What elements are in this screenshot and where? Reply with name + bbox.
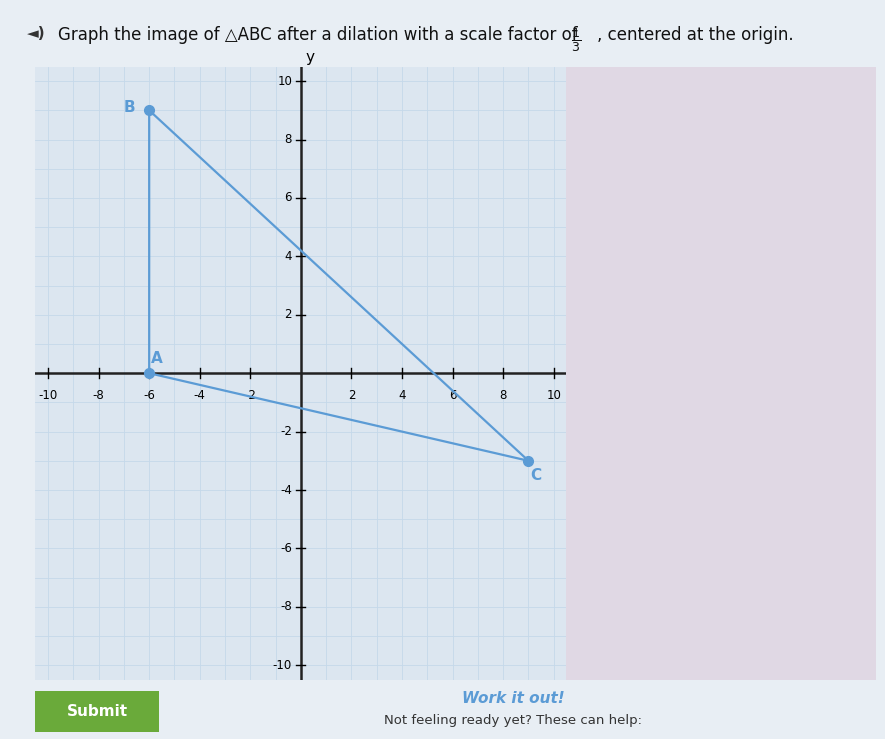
- Text: , centered at the origin.: , centered at the origin.: [597, 26, 794, 44]
- Text: 8: 8: [285, 133, 292, 146]
- Text: 4: 4: [285, 250, 292, 263]
- Text: 4: 4: [398, 389, 406, 402]
- Text: -6: -6: [281, 542, 292, 555]
- Text: -10: -10: [38, 389, 58, 402]
- Text: x: x: [569, 358, 579, 373]
- Text: 2: 2: [285, 308, 292, 321]
- Text: 6: 6: [449, 389, 457, 402]
- Text: -8: -8: [281, 600, 292, 613]
- Text: 8: 8: [499, 389, 507, 402]
- Text: Work it out!: Work it out!: [462, 691, 565, 706]
- Text: -2: -2: [244, 389, 257, 402]
- Text: 2: 2: [348, 389, 355, 402]
- Text: 6: 6: [285, 191, 292, 205]
- Text: -4: -4: [194, 389, 205, 402]
- Text: C: C: [530, 468, 542, 483]
- Text: y: y: [305, 50, 314, 65]
- Text: 10: 10: [277, 75, 292, 88]
- Text: ◄): ◄): [27, 26, 45, 41]
- Text: $\frac{1}{3}$: $\frac{1}{3}$: [571, 26, 581, 54]
- Text: Submit: Submit: [66, 704, 128, 719]
- Text: -8: -8: [93, 389, 104, 402]
- Text: Graph the image of △ABC after a dilation with a scale factor of: Graph the image of △ABC after a dilation…: [58, 26, 582, 44]
- Text: A: A: [151, 351, 163, 366]
- Text: -6: -6: [143, 389, 155, 402]
- Text: -10: -10: [273, 658, 292, 672]
- Text: 10: 10: [546, 389, 561, 402]
- Text: -2: -2: [281, 425, 292, 438]
- Text: Not feeling ready yet? These can help:: Not feeling ready yet? These can help:: [384, 714, 643, 727]
- Text: -4: -4: [281, 483, 292, 497]
- Text: B: B: [123, 100, 135, 115]
